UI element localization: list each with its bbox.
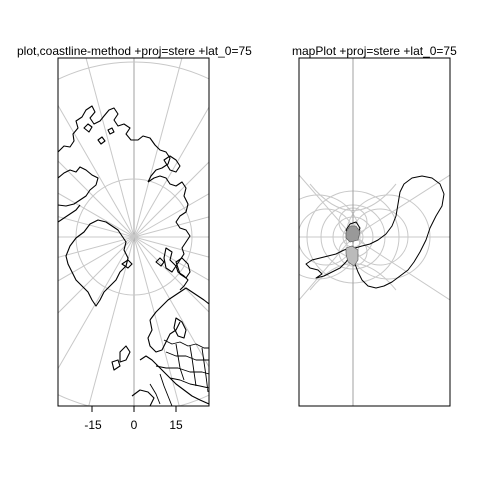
left-coastlines (58, 105, 209, 406)
meridian-330 (58, 104, 135, 238)
right-plot-frame (298, 57, 451, 407)
coast-baltic (173, 317, 187, 339)
right-map-panel (298, 57, 451, 407)
borders-europe (149, 339, 209, 406)
right-cluster-upper (345, 225, 361, 243)
x-tick-label-15: 15 (169, 418, 183, 432)
x-tick-label-0: 0 (130, 418, 138, 432)
right-coast-large-lobe (354, 175, 445, 289)
meridian-60 (133, 193, 209, 238)
meridian-30 (133, 106, 209, 238)
coast-severnaya (163, 247, 177, 273)
coast-ellesmere (58, 105, 171, 183)
coast-scandinavia (149, 287, 209, 321)
meridian-165 (133, 236, 180, 406)
meridian-345 (85, 58, 135, 238)
meridian-150 (133, 236, 209, 368)
coast-greenland (65, 219, 129, 307)
right-cluster-lower (345, 245, 359, 267)
meridian-75 (133, 216, 209, 238)
x-tick-label-neg15: -15 (84, 418, 102, 432)
right-panel-title: mapPlot +proj=stere +lat_0=75 (292, 44, 457, 58)
coast-island-3 (107, 127, 115, 135)
meridian-210 (58, 236, 135, 370)
left-x-axis-ticks (91, 406, 177, 412)
meridian-105 (133, 236, 209, 258)
meridian-120 (133, 236, 209, 281)
meridian-195 (88, 236, 135, 406)
meridian-240 (58, 236, 135, 282)
parallel-80 (75, 178, 193, 296)
coast-iceland (121, 259, 133, 269)
right-dense-cluster (345, 225, 361, 267)
coast-island-1 (83, 123, 93, 133)
right-coastlines (305, 175, 445, 289)
left-panel-title: plot,coastline-method +proj=stere +lat_0… (17, 44, 252, 58)
coast-canada-south (58, 166, 99, 207)
right-coast-left-lobe (305, 247, 352, 279)
parallel-60 (58, 61, 209, 406)
coast-svalbard (155, 257, 165, 267)
left-graticule-parallels (58, 61, 209, 406)
meridian-315 (58, 160, 135, 238)
coast-british-isles (119, 345, 131, 363)
meridian-45 (133, 161, 209, 238)
meridian-225 (58, 236, 135, 314)
coast-ireland (111, 359, 121, 371)
right-grid-line-1 (299, 236, 450, 301)
coast-norway (147, 319, 181, 353)
coast-siberia (147, 175, 191, 291)
coast-baffin (58, 204, 81, 223)
coast-europe-mainland (139, 355, 209, 405)
meridian-300 (58, 192, 135, 238)
right-grid-line-2 (299, 174, 450, 238)
coast-iberia (131, 389, 155, 406)
meridian-15 (133, 58, 183, 238)
coast-novaya-zemlya (175, 257, 191, 279)
coast-island-2 (97, 136, 106, 145)
meridian-285 (58, 216, 135, 238)
coast-taymyr (163, 155, 181, 173)
